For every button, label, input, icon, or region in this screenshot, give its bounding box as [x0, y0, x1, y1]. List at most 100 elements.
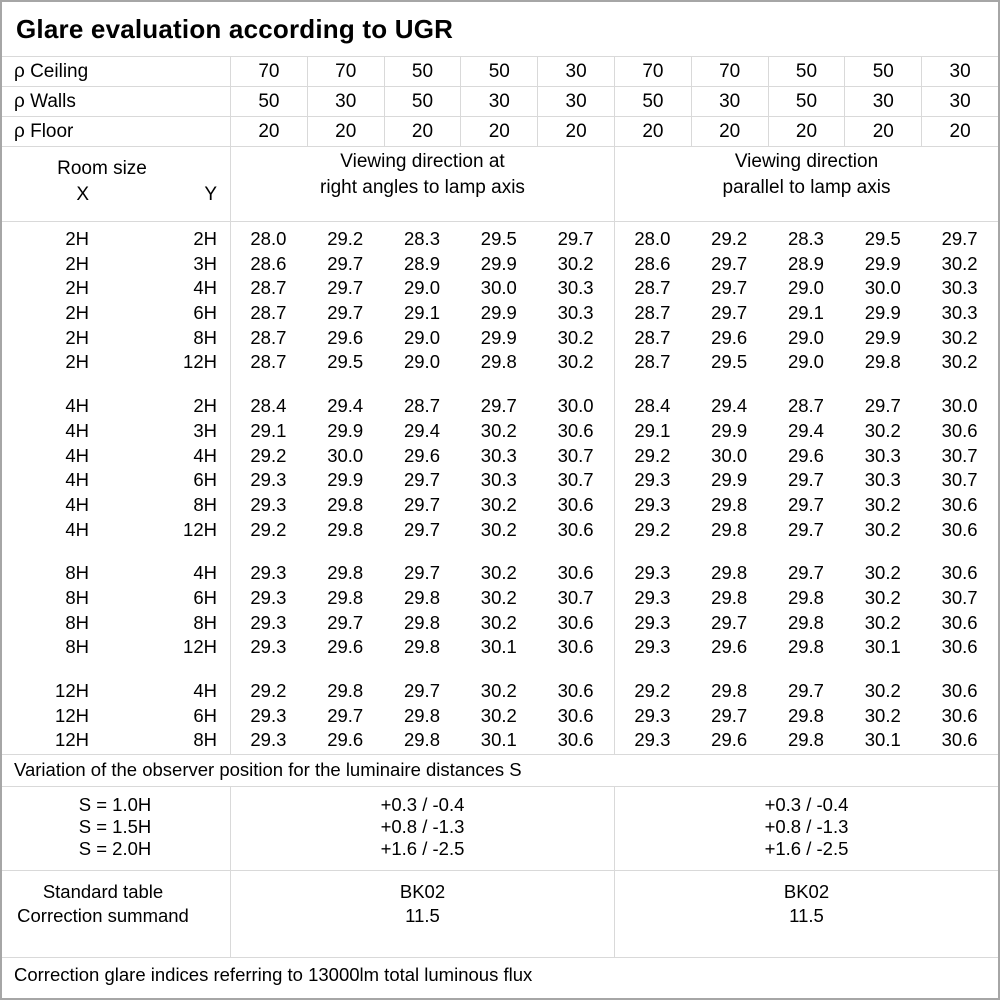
ugr-value-cell: 29.6 [327, 729, 364, 751]
ugr-value-cell: 30.3 [557, 302, 594, 324]
ugr-row: 12H 4H 29.2 29.8 29.7 30.2 30.6 29.2 29.8 29.7 3… [2, 679, 998, 704]
ugr-value-cell: 30.2 [480, 493, 517, 515]
ugr-row-group: 4H 2H 28.4 29.4 28.7 29.7 30.0 28.4 29.4 28.7 29… [2, 394, 998, 542]
ugr-value-cell: 30.2 [864, 586, 901, 608]
observer-distance-section: S = 1.0H S = 1.5H S = 2.0H +0.3 / -0.4 +0.8… [2, 787, 998, 871]
column-divider [230, 222, 231, 754]
room-y-cell: 8H [193, 493, 217, 515]
ugr-value-cell: 29.9 [864, 326, 901, 348]
ugr-value-cell: 28.6 [634, 252, 671, 274]
ugr-value-cell: 29.0 [403, 351, 440, 373]
ugr-values: 28.0 29.2 28.3 29.5 29.7 28.0 29.2 28.3 29.5 29.7 [230, 227, 998, 252]
ugr-value-cell: 29.5 [864, 228, 901, 249]
reflectance-value-cell: 30 [537, 57, 614, 86]
ugr-value-cell: 30.0 [480, 277, 517, 299]
ugr-value-cell: 29.8 [711, 493, 748, 515]
room-y-cell: 4H [193, 562, 217, 584]
summary-label: Correction summand [17, 905, 189, 926]
ugr-value-cell: 30.2 [480, 419, 517, 441]
ugr-value-cell: 29.4 [403, 419, 440, 441]
ugr-value-cell: 29.7 [327, 704, 364, 726]
ugr-value-cell: 29.6 [327, 326, 364, 348]
ugr-value-cell: 29.2 [634, 518, 671, 540]
ugr-value-cell: 29.1 [634, 419, 671, 441]
room-x-cell: 12H [55, 704, 89, 726]
room-y-cell: 12H [183, 351, 217, 373]
summary-value: 11.5 [789, 905, 824, 926]
ugr-values: 28.7 29.5 29.0 29.8 30.2 28.7 29.5 29.0 29.8 30.2 [230, 350, 998, 375]
ugr-value-cell: 29.7 [941, 228, 978, 249]
ugr-values: 29.3 29.8 29.8 30.2 30.7 29.3 29.8 29.8 30.2 30.7 [230, 586, 998, 611]
room-y-cell: 6H [193, 704, 217, 726]
room-x-cell: 4H [65, 493, 89, 515]
ugr-row-group: 12H 4H 29.2 29.8 29.7 30.2 30.6 29.2 29.8 29.7 3… [2, 679, 998, 753]
ugr-value-cell: 29.3 [250, 611, 287, 633]
header-line: right angles to lamp axis [320, 177, 525, 198]
ugr-value-cell: 29.8 [711, 680, 748, 701]
ugr-value-cell: 29.2 [634, 680, 671, 701]
ugr-value-cell: 29.9 [711, 419, 748, 441]
ugr-value-cell: 29.6 [711, 326, 748, 348]
reflectance-value-cell: 30 [844, 87, 921, 116]
reflectance-value-cell: 30 [921, 57, 998, 86]
ugr-value-cell: 28.7 [787, 395, 824, 417]
ugr-value-cell: 29.8 [480, 351, 517, 373]
summary-value: BK02 [399, 881, 446, 902]
ugr-value-cell: 29.8 [327, 493, 364, 515]
ugr-value-cell: 30.1 [480, 729, 517, 751]
room-size-header: Room size X Y [2, 147, 230, 221]
ugr-value-cell: 29.8 [327, 586, 364, 608]
ugr-value-cell: 29.7 [787, 493, 824, 515]
s-correction-value: +0.3 / -0.4 [380, 794, 465, 815]
ugr-value-cell: 30.3 [941, 302, 978, 324]
variation-note: Variation of the observer position for t… [2, 755, 998, 787]
ugr-value-cell: 29.7 [711, 302, 748, 324]
s-distance-label: S = 1.0H [78, 794, 152, 815]
ugr-value-cell: 29.7 [403, 518, 440, 540]
ugr-value-cell: 30.1 [864, 729, 901, 751]
room-y-cell: 4H [193, 444, 217, 466]
room-x-cell: 4H [65, 395, 89, 417]
ugr-value-cell: 29.4 [711, 395, 748, 417]
ugr-value-cell: 30.1 [480, 636, 517, 658]
ugr-value-cell: 29.9 [864, 252, 901, 274]
ugr-row: 2H 12H 28.7 29.5 29.0 29.8 30.2 28.7 29.5 29.0 2… [2, 350, 998, 375]
ugr-value-cell: 28.0 [634, 228, 671, 249]
summary-label: Standard table [42, 881, 164, 902]
ugr-value-cell: 29.7 [557, 228, 594, 249]
ugr-value-cell: 30.3 [941, 277, 978, 299]
ugr-row: 4H 3H 29.1 29.9 29.4 30.2 30.6 29.1 29.9 29.4 30… [2, 419, 998, 444]
ugr-value-cell: 29.2 [250, 680, 287, 701]
reflectance-row: ρ Ceiling 70 70 50 50 30 70 70 50 50 30 [2, 57, 998, 87]
ugr-value-cell: 29.7 [403, 680, 440, 701]
ugr-value-cell: 29.3 [634, 586, 671, 608]
ugr-value-cell: 29.3 [634, 493, 671, 515]
ugr-value-cell: 28.9 [787, 252, 824, 274]
ugr-value-cell: 30.2 [864, 419, 901, 441]
summary-value: 11.5 [405, 905, 440, 926]
header-line: parallel to lamp axis [722, 177, 891, 198]
ugr-value-cell: 30.3 [480, 469, 517, 491]
ugr-value-cell: 28.4 [634, 395, 671, 417]
ugr-value-cell: 30.3 [557, 277, 594, 299]
ugr-value-cell: 30.2 [557, 351, 594, 373]
summary-value: BK02 [783, 881, 830, 902]
reflectance-value-cell: 20 [613, 117, 691, 146]
ugr-value-cell: 29.7 [787, 562, 824, 584]
reflectance-value-cell: 30 [690, 87, 768, 116]
ugr-values: 29.2 30.0 29.6 30.3 30.7 29.2 30.0 29.6 30.3 30.7 [230, 444, 998, 469]
ugr-value-cell: 29.3 [634, 729, 671, 751]
ugr-value-cell: 29.7 [711, 704, 748, 726]
ugr-value-cell: 30.6 [557, 518, 594, 540]
reflectance-value-cell: 20 [844, 117, 921, 146]
ugr-value-cell: 28.7 [634, 277, 671, 299]
ugr-value-cell: 29.6 [787, 444, 824, 466]
ugr-value-cell: 29.0 [787, 277, 824, 299]
room-y-cell: 4H [193, 277, 217, 299]
ugr-value-cell: 29.7 [711, 611, 748, 633]
page-title: Glare evaluation according to UGR [2, 2, 998, 57]
ugr-value-cell: 29.8 [403, 729, 440, 751]
ugr-value-cell: 30.2 [864, 704, 901, 726]
summary-section: Standard table Correction summand BK02 11.… [2, 871, 998, 958]
s-correction-value: +0.3 / -0.4 [764, 794, 849, 815]
